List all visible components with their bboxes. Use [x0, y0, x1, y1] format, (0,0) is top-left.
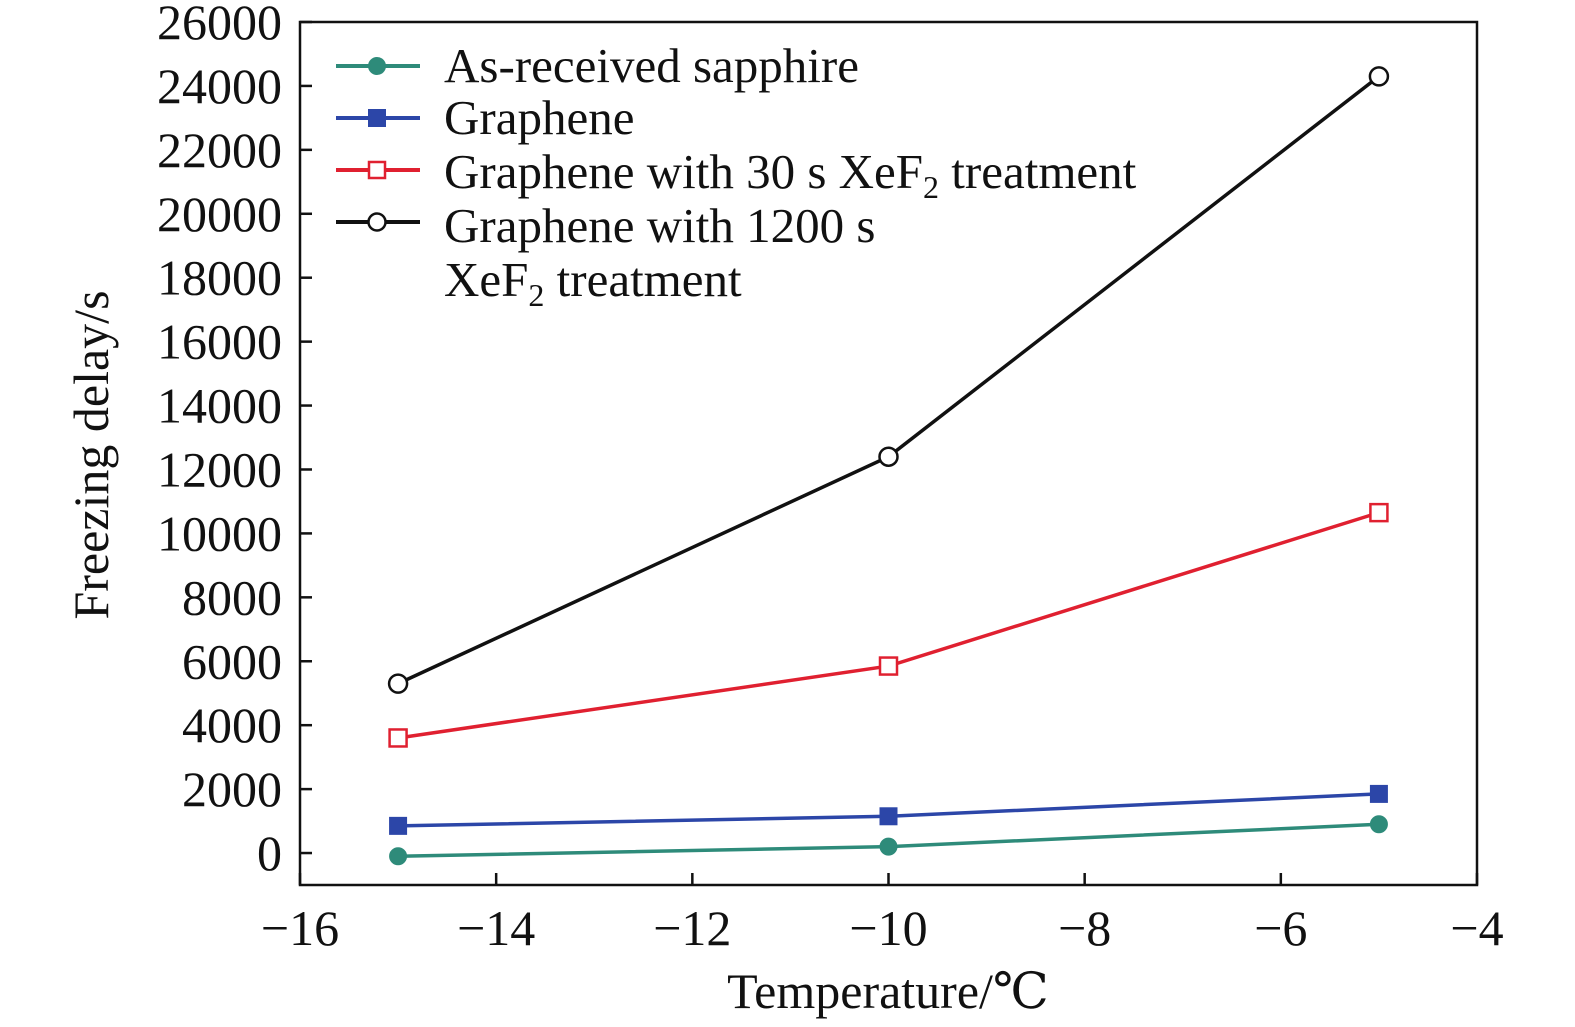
x-axis-ticks: −16 −14 −12 −10 −8 −6 −4	[261, 873, 1504, 956]
y-tick-label: 18000	[157, 250, 282, 306]
x-tick-label: −14	[457, 900, 535, 956]
y-tick-label: 14000	[157, 378, 282, 434]
legend-label-graphene-30s-sub: 2	[923, 169, 939, 205]
legend-label-graphene-30s: Graphene with 30 s XeF2 treatment	[444, 144, 1137, 205]
data-point-as-received-sapphire	[1369, 815, 1388, 834]
legend-label-graphene-30s-part1: Graphene with 30 s XeF	[444, 144, 923, 199]
legend-label-sapphire: As-received sapphire	[444, 38, 859, 93]
data-point-graphene	[1369, 784, 1388, 803]
x-tick-label: −8	[1058, 900, 1111, 956]
x-tick-label: −6	[1254, 900, 1307, 956]
data-point-graphene	[879, 807, 898, 826]
legend-label-graphene-30s-part3: treatment	[939, 144, 1137, 199]
x-tick-label: −12	[653, 900, 731, 956]
x-tick-label: −4	[1450, 900, 1503, 956]
y-tick-label: 0	[257, 825, 282, 881]
y-tick-label: 4000	[182, 697, 282, 753]
data-point-graphene-with-30-s-xef2-treatment	[878, 656, 899, 676]
y-axis-title: Freezing delay/s	[63, 290, 119, 619]
y-tick-label: 20000	[157, 186, 282, 242]
legend-label-graphene-1200s-sub: 2	[528, 277, 544, 313]
data-point-graphene-with-1200-s-xef2-treatment	[878, 446, 899, 467]
x-tick-label: −16	[261, 900, 339, 956]
legend-label-graphene-1200s-part1: XeF	[444, 252, 528, 307]
series-line-graphene-with-30-s-xef2-treatment	[397, 510, 1380, 740]
data-point-graphene-with-1200-s-xef2-treatment	[387, 673, 409, 694]
y-tick-label: 6000	[182, 633, 282, 689]
y-tick-label: 2000	[182, 761, 282, 817]
legend-label-graphene-1200s-line1: Graphene with 1200 s	[444, 198, 875, 253]
legend-label-graphene: Graphene	[444, 90, 634, 145]
data-point-graphene	[389, 816, 408, 835]
x-tick-label: −10	[849, 900, 927, 956]
y-tick-label: 12000	[157, 441, 282, 497]
data-point-graphene-with-30-s-xef2-treatment	[1369, 502, 1389, 523]
legend-marker-graphene-1200s	[367, 212, 387, 232]
y-tick-label: 8000	[182, 569, 282, 625]
data-point-graphene-with-1200-s-xef2-treatment	[1368, 66, 1390, 87]
legend: As-received sapphire Graphene Graphene w…	[336, 38, 1137, 313]
legend-label-graphene-1200s-part3: treatment	[544, 252, 742, 307]
y-tick-label: 26000	[157, 0, 282, 50]
y-tick-label: 10000	[157, 505, 282, 561]
data-point-as-received-sapphire	[879, 837, 898, 856]
legend-marker-graphene-30s	[367, 160, 387, 180]
data-point-as-received-sapphire	[389, 847, 408, 866]
legend-marker-graphene	[368, 109, 386, 127]
x-axis-title: Temperature/℃	[727, 963, 1049, 1019]
legend-marker-sapphire	[368, 57, 386, 75]
series-layer	[387, 66, 1390, 866]
y-axis-ticks: 0 2000 4000 6000 8000 10000 12000 14000 16000 180…	[157, 0, 312, 881]
y-tick-label: 16000	[157, 314, 282, 370]
y-tick-label: 22000	[157, 122, 282, 178]
y-tick-label: 24000	[157, 58, 282, 114]
legend-label-graphene-1200s-line2: XeF2 treatment	[444, 252, 742, 313]
data-point-graphene-with-30-s-xef2-treatment	[388, 728, 408, 748]
